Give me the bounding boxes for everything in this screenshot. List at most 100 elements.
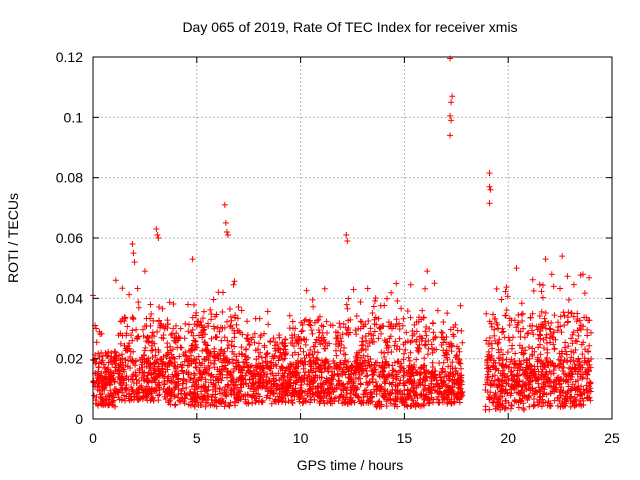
data-point [565, 343, 572, 350]
data-point [386, 372, 393, 379]
data-point [199, 315, 206, 322]
data-point [579, 375, 586, 382]
data-point [387, 400, 394, 407]
data-point [185, 328, 192, 335]
data-point [203, 399, 210, 406]
data-point [371, 369, 378, 376]
data-point [334, 371, 341, 378]
data-point [388, 389, 395, 396]
data-point [428, 390, 435, 397]
data-point [525, 344, 532, 351]
data-point [406, 388, 413, 395]
data-point [535, 380, 542, 387]
data-point [487, 355, 494, 362]
data-point [309, 350, 316, 357]
data-point [559, 389, 566, 396]
data-point [340, 320, 347, 327]
data-point [276, 353, 283, 360]
data-point [586, 383, 593, 390]
data-point [575, 332, 582, 339]
data-point [372, 314, 379, 321]
data-point [547, 403, 554, 410]
data-point [166, 397, 173, 404]
data-point [483, 310, 490, 317]
data-point [289, 399, 296, 406]
data-point [190, 379, 197, 386]
data-point [568, 370, 575, 377]
data-point [517, 333, 524, 340]
data-point [261, 330, 268, 337]
data-point [138, 374, 145, 381]
data-point [400, 356, 407, 363]
data-point [545, 398, 552, 405]
data-point [122, 384, 129, 391]
data-point [204, 396, 211, 403]
data-point [168, 387, 175, 394]
data-point [568, 310, 575, 317]
data-point [322, 364, 329, 371]
data-point [265, 321, 272, 328]
data-point [332, 347, 339, 354]
data-point [252, 315, 259, 322]
data-point [275, 357, 282, 364]
data-point [205, 320, 212, 327]
data-point [434, 388, 441, 395]
data-point [388, 289, 395, 296]
data-point [109, 393, 116, 400]
data-point [188, 329, 195, 336]
data-point [412, 369, 419, 376]
data-point [452, 354, 459, 361]
data-point [111, 357, 118, 364]
data-point [586, 394, 593, 401]
data-point [341, 344, 348, 351]
data-point [235, 387, 242, 394]
data-point [338, 386, 345, 393]
data-point [525, 329, 532, 336]
data-point [203, 388, 210, 395]
data-point [312, 357, 319, 364]
data-point [195, 353, 202, 360]
data-point [344, 380, 351, 387]
data-point [172, 371, 179, 378]
data-point [228, 317, 235, 324]
data-point [574, 338, 581, 345]
data-point [575, 362, 582, 369]
data-point [429, 345, 436, 352]
data-point [552, 363, 559, 370]
data-point [208, 371, 215, 378]
data-point [318, 374, 325, 381]
data-point [152, 388, 159, 395]
data-point [143, 338, 150, 345]
data-point [353, 312, 360, 319]
data-point [341, 369, 348, 376]
data-point [244, 391, 251, 398]
data-point [456, 396, 463, 403]
data-point [104, 352, 111, 359]
data-point [587, 379, 594, 386]
data-point [392, 338, 399, 345]
data-point [300, 348, 307, 355]
data-point [497, 388, 504, 395]
data-point [131, 394, 138, 401]
data-point [389, 386, 396, 393]
data-point [573, 318, 580, 325]
data-point [424, 268, 431, 275]
data-point [238, 350, 245, 357]
chart-title: Day 065 of 2019, Rate Of TEC Index for r… [182, 19, 517, 35]
data-point [523, 386, 530, 393]
data-point [404, 403, 411, 410]
data-point [358, 397, 365, 404]
data-point [193, 309, 200, 316]
data-point [421, 362, 428, 369]
data-point [558, 329, 565, 336]
data-point [457, 385, 464, 392]
data-point [438, 334, 445, 341]
data-point [523, 356, 530, 363]
data-point [326, 389, 333, 396]
data-point [263, 351, 270, 358]
data-point [520, 357, 527, 364]
data-point [493, 285, 500, 292]
data-point [515, 319, 522, 326]
data-point [574, 377, 581, 384]
